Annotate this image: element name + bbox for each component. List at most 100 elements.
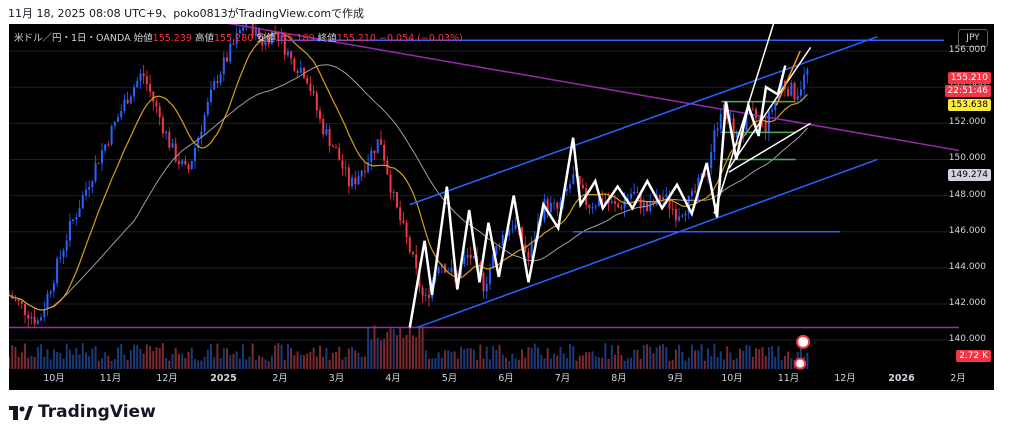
ma-slow-line bbox=[9, 64, 808, 311]
volume-bar bbox=[604, 343, 607, 369]
volume-bar bbox=[9, 356, 10, 369]
volume-bar bbox=[626, 358, 629, 369]
volume-bar bbox=[428, 358, 431, 369]
volume-bar bbox=[254, 360, 257, 369]
candle-body bbox=[49, 291, 52, 294]
candle-body bbox=[319, 110, 322, 120]
volume-bar bbox=[283, 359, 286, 369]
volume-bar bbox=[447, 350, 450, 369]
x-tick-label: 2月 bbox=[272, 373, 288, 384]
x-tick-label: 7月 bbox=[554, 373, 571, 384]
x-tick-label: 10月 bbox=[43, 373, 65, 384]
candle-body bbox=[803, 74, 806, 90]
volume-bar bbox=[745, 344, 748, 369]
candle-body bbox=[665, 194, 668, 198]
candle-body bbox=[226, 57, 229, 62]
volume-bar bbox=[636, 350, 639, 369]
candle-body bbox=[328, 129, 331, 147]
candle-body bbox=[771, 110, 774, 112]
candle-body bbox=[100, 150, 103, 164]
candle-body bbox=[671, 208, 674, 210]
volume-bar bbox=[706, 348, 709, 369]
candle-body bbox=[674, 209, 677, 221]
candle-body bbox=[472, 256, 475, 259]
ray-low bbox=[728, 122, 811, 173]
volume-bar bbox=[367, 327, 370, 369]
volume-bar bbox=[421, 327, 424, 369]
currency-button[interactable]: JPY bbox=[958, 29, 988, 47]
candle-body bbox=[254, 28, 257, 36]
candle-body bbox=[299, 67, 302, 73]
candle-body bbox=[84, 189, 87, 196]
candle-body bbox=[780, 80, 783, 90]
ma-fast-line bbox=[9, 32, 808, 311]
volume-bar bbox=[24, 343, 27, 369]
volume-bar bbox=[479, 344, 482, 369]
candle-body bbox=[373, 150, 376, 154]
candle-body bbox=[315, 92, 318, 111]
candle-body bbox=[72, 219, 75, 222]
volume-bar bbox=[40, 344, 43, 369]
candle-body bbox=[652, 201, 655, 205]
candle-body bbox=[370, 150, 373, 163]
candle-body bbox=[424, 294, 427, 296]
candle-body bbox=[97, 162, 100, 164]
tradingview-logo[interactable]: TradingView bbox=[9, 402, 156, 422]
volume-bar bbox=[581, 355, 584, 369]
volume-bar bbox=[623, 360, 626, 369]
volume-bar bbox=[764, 356, 767, 369]
candle-body bbox=[129, 96, 132, 104]
volume-bar bbox=[495, 349, 498, 369]
volume-bar bbox=[59, 353, 62, 369]
candle-body bbox=[411, 251, 414, 255]
volume-bar bbox=[78, 354, 81, 369]
volume-bar bbox=[270, 355, 273, 369]
volume-bar bbox=[472, 349, 475, 369]
volume-bar bbox=[735, 358, 738, 369]
volume-bar bbox=[274, 345, 277, 369]
candle-body bbox=[110, 125, 113, 145]
last-price-badge: 155.210 bbox=[947, 72, 991, 84]
volume-bar bbox=[469, 348, 472, 369]
volume-bar bbox=[117, 347, 120, 369]
candle-body bbox=[200, 131, 203, 138]
candle-body bbox=[623, 200, 626, 209]
volume-bar bbox=[665, 347, 668, 369]
candle-body bbox=[678, 216, 681, 221]
volume-bar bbox=[267, 360, 270, 369]
volume-bar bbox=[113, 359, 116, 369]
volume-bar bbox=[460, 346, 463, 369]
volume-bar bbox=[145, 344, 148, 369]
volume-bar bbox=[331, 352, 334, 369]
volume-bar bbox=[370, 339, 373, 369]
candle-body bbox=[758, 118, 761, 120]
candle-body bbox=[20, 301, 23, 304]
candle-body bbox=[392, 191, 395, 193]
volume-bar bbox=[559, 346, 562, 369]
candle-body bbox=[604, 201, 607, 204]
brand-name: TradingView bbox=[38, 402, 156, 422]
volume-bar bbox=[466, 348, 469, 369]
volume-bar bbox=[248, 356, 251, 369]
candle-body bbox=[710, 151, 713, 169]
volume-bar bbox=[100, 358, 103, 369]
orange-line bbox=[775, 50, 801, 106]
candle-body bbox=[716, 128, 719, 131]
close-value: 155.210 bbox=[336, 33, 376, 44]
volume-bar bbox=[613, 354, 616, 369]
volume-bar bbox=[168, 360, 171, 369]
candle-body bbox=[485, 283, 488, 292]
x-tick-label: 8月 bbox=[611, 373, 627, 384]
y-tick-label: 142.000 bbox=[948, 297, 986, 308]
chart-frame[interactable]: 米ドル／円・1日・OANDA 始値155.239 高値155.280 安値155… bbox=[9, 24, 994, 390]
candle-body bbox=[113, 121, 116, 126]
volume-bar bbox=[697, 350, 700, 369]
x-tick-label: 6月 bbox=[498, 373, 514, 384]
volume-bar bbox=[678, 344, 681, 369]
candle-body bbox=[601, 198, 604, 204]
volume-bar bbox=[242, 344, 245, 369]
volume-bar bbox=[514, 358, 517, 369]
volume-bar bbox=[36, 347, 39, 369]
volume-bar bbox=[681, 351, 684, 369]
price-chart[interactable] bbox=[9, 24, 994, 390]
